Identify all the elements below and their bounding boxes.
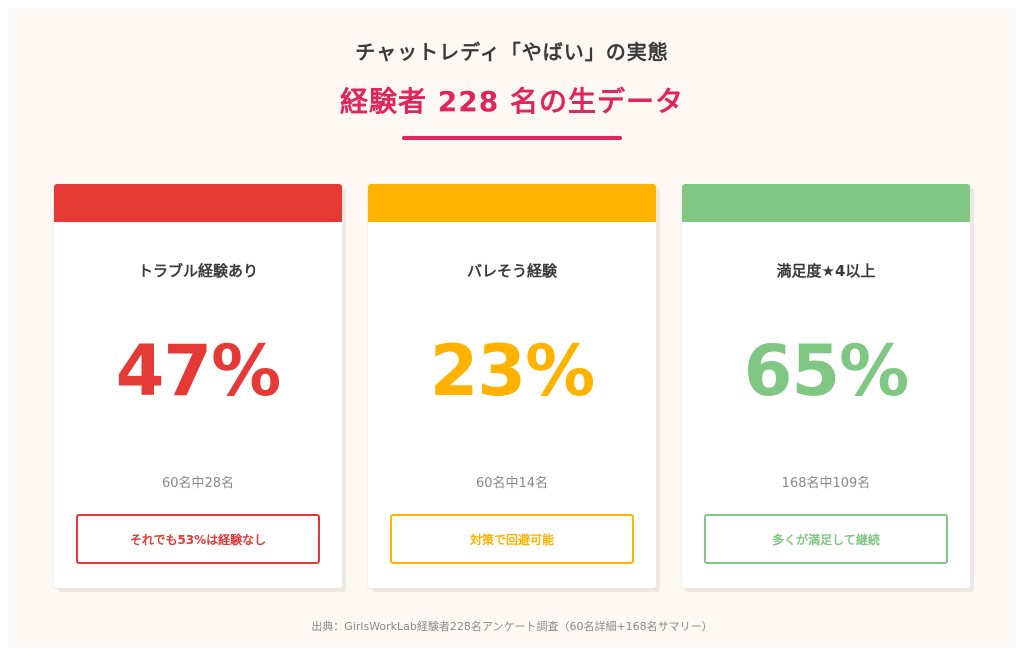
card-percentage: 65%	[743, 330, 910, 412]
card-title: バレそう経験	[466, 262, 557, 280]
page-subtitle: 経験者 228 名の生データ	[340, 85, 684, 118]
card-note: それでも53%は経験なし	[76, 514, 320, 564]
card-title: トラブル経験あり	[137, 262, 258, 280]
source-citation: 出典：GirlsWorkLab経験者228名アンケート調査（60名詳細+168名…	[311, 620, 713, 633]
card-header-bar	[368, 184, 656, 222]
stat-card-trouble: トラブル経験あり 47% 60名中28名 それでも53%は経験なし	[54, 184, 342, 588]
stat-card-exposure: バレそう経験 23% 60名中14名 対策で回避可能	[368, 184, 656, 588]
card-count: 60名中14名	[475, 476, 549, 491]
page-title: チャットレディ「やばい」の実態	[355, 40, 669, 64]
card-header-bar	[682, 184, 970, 222]
card-count: 168名中109名	[781, 476, 871, 491]
card-percentage: 23%	[429, 330, 596, 412]
title-underline	[402, 136, 622, 140]
stat-card-satisfaction: 満足度★4以上 65% 168名中109名 多くが満足して継続	[682, 184, 970, 588]
card-percentage: 47%	[115, 330, 282, 412]
card-note: 対策で回避可能	[390, 514, 634, 564]
card-header-bar	[54, 184, 342, 222]
card-count: 60名中28名	[161, 476, 235, 491]
card-note: 多くが満足して継続	[704, 514, 948, 564]
card-title: 満足度★4以上	[776, 262, 876, 280]
